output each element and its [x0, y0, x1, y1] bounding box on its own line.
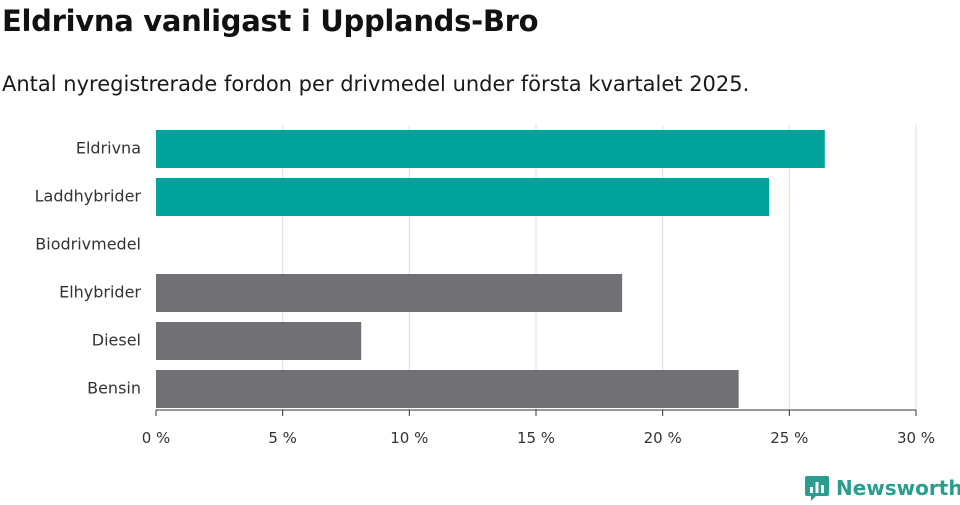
category-label: Biodrivmedel	[35, 235, 141, 254]
category-label: Diesel	[92, 331, 141, 350]
x-tick-label: 5 %	[268, 429, 297, 447]
x-tick-label: 25 %	[770, 429, 808, 447]
bar	[156, 274, 623, 312]
category-label: Eldrivna	[76, 139, 141, 158]
x-tick-label: 15 %	[517, 429, 555, 447]
x-tick-label: 0 %	[142, 429, 171, 447]
newsworthy-logo: Newsworthy	[804, 474, 960, 502]
chart-subtitle: Antal nyregistrerade fordon per drivmede…	[2, 72, 750, 96]
category-label: Bensin	[87, 379, 141, 398]
category-label: Laddhybrider	[35, 187, 142, 206]
x-tick-label: 30 %	[897, 429, 935, 447]
logo-text: Newsworthy	[836, 476, 960, 500]
x-tick-label: 10 %	[390, 429, 428, 447]
bar	[156, 370, 739, 408]
category-label: Elhybrider	[59, 283, 141, 302]
bar	[156, 130, 825, 168]
x-tick-label: 20 %	[644, 429, 682, 447]
newsworthy-chart-bubble-icon	[805, 476, 829, 501]
bar	[156, 322, 362, 360]
bar	[156, 178, 770, 216]
chart-title: Eldrivna vanligast i Upplands-Bro	[2, 4, 539, 38]
